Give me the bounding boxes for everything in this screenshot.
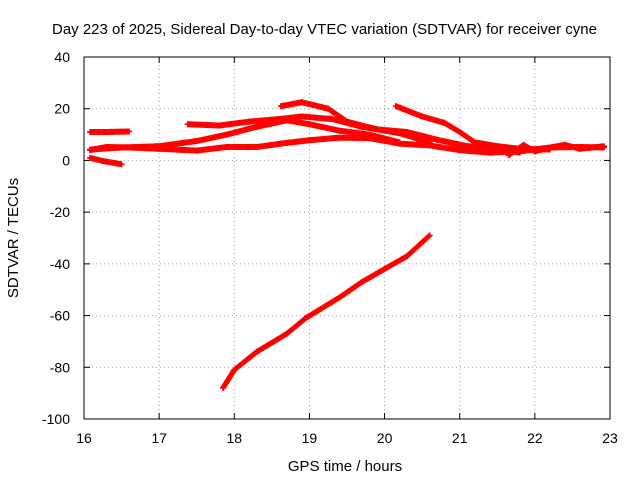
series-arc-8	[505, 141, 607, 159]
x-tick-label: 22	[527, 430, 543, 446]
series-marker	[126, 128, 133, 135]
series-arc-7	[392, 103, 553, 153]
plot-frame	[83, 56, 611, 420]
series-marker	[118, 161, 125, 168]
series-arc-5	[184, 113, 433, 146]
x-axis-title: GPS time / hours	[288, 458, 402, 475]
x-tick-label: 18	[226, 430, 242, 446]
series-marker	[600, 143, 607, 150]
x-tick-label: 16	[76, 430, 92, 446]
series-marker	[396, 139, 403, 146]
y-tick-label: -100	[42, 411, 70, 427]
axis-ticks	[83, 56, 611, 420]
y-axis-title: SDTVAR / TECUs	[5, 178, 22, 298]
y-tick-label: 20	[54, 101, 70, 117]
x-tick-label: 17	[151, 430, 167, 446]
y-tick-label: -80	[50, 359, 70, 375]
axis-tick-labels: 16 17 18 19 20 21 22 23 -100 -80 -60 -40 -20 0 20 40	[42, 49, 618, 446]
x-tick-label: 21	[452, 430, 468, 446]
series-arc-2	[87, 154, 125, 168]
x-tick-label: 20	[377, 430, 393, 446]
x-tick-label: 23	[602, 430, 618, 446]
series-marker	[425, 233, 432, 240]
data-series	[87, 99, 607, 391]
series-marker	[426, 232, 433, 239]
chart-title: Day 223 of 2025, Sidereal Day-to-day VTE…	[52, 21, 597, 38]
y-tick-label: -60	[50, 308, 70, 324]
grid-lines	[84, 57, 610, 419]
series-arc-9	[220, 232, 433, 391]
y-tick-label: -20	[50, 204, 70, 220]
series-arc-1	[87, 128, 133, 135]
x-tick-label: 19	[302, 430, 318, 446]
y-tick-label: 40	[54, 49, 70, 65]
y-tick-label: -40	[50, 256, 70, 272]
y-tick-label: 0	[62, 152, 70, 168]
